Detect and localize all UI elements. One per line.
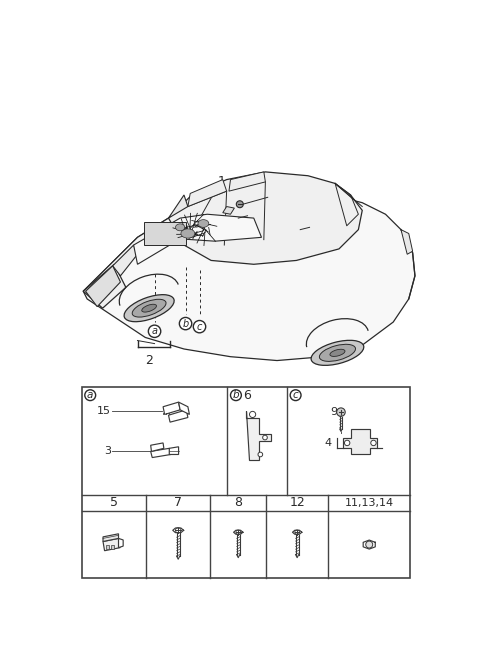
Circle shape — [180, 318, 192, 330]
Text: 15: 15 — [97, 406, 111, 417]
Text: 11,13,14: 11,13,14 — [345, 498, 394, 508]
Ellipse shape — [319, 344, 356, 361]
Text: b: b — [233, 390, 239, 400]
Text: 10: 10 — [271, 190, 287, 202]
Circle shape — [336, 408, 345, 417]
Text: 5: 5 — [110, 497, 118, 510]
Ellipse shape — [198, 220, 209, 228]
Ellipse shape — [142, 304, 156, 312]
Polygon shape — [179, 402, 190, 415]
Text: 2: 2 — [145, 354, 153, 367]
Polygon shape — [83, 264, 126, 308]
Text: c: c — [293, 390, 299, 400]
Text: 1: 1 — [218, 175, 226, 188]
Ellipse shape — [132, 299, 166, 317]
Polygon shape — [85, 266, 120, 306]
Polygon shape — [401, 230, 413, 255]
Polygon shape — [133, 215, 262, 264]
Polygon shape — [83, 207, 188, 291]
Text: 4: 4 — [324, 438, 332, 448]
Circle shape — [236, 530, 240, 535]
Text: 6: 6 — [244, 389, 252, 401]
Ellipse shape — [330, 349, 345, 356]
Ellipse shape — [176, 224, 185, 231]
Bar — [106, 545, 109, 549]
Polygon shape — [168, 195, 188, 218]
Circle shape — [295, 530, 300, 535]
Text: a: a — [87, 390, 94, 400]
Circle shape — [230, 390, 241, 401]
Circle shape — [176, 527, 181, 533]
Ellipse shape — [124, 295, 174, 321]
Text: 7: 7 — [174, 497, 182, 510]
Polygon shape — [168, 172, 362, 264]
Bar — [144, 222, 186, 245]
Polygon shape — [151, 443, 164, 451]
Circle shape — [250, 411, 256, 417]
Polygon shape — [103, 534, 119, 541]
Ellipse shape — [181, 229, 195, 238]
Text: 8: 8 — [234, 497, 242, 510]
Bar — [82, 387, 410, 578]
Polygon shape — [151, 448, 171, 458]
Polygon shape — [119, 539, 123, 548]
Polygon shape — [83, 191, 415, 361]
Bar — [111, 545, 114, 549]
Circle shape — [371, 440, 376, 445]
Circle shape — [366, 541, 372, 548]
Ellipse shape — [311, 340, 364, 365]
Circle shape — [263, 435, 267, 440]
Polygon shape — [343, 429, 377, 454]
Polygon shape — [188, 180, 227, 207]
Polygon shape — [229, 172, 265, 191]
Polygon shape — [169, 447, 179, 455]
Polygon shape — [223, 207, 234, 215]
Text: 3: 3 — [104, 445, 111, 456]
Text: 12: 12 — [289, 497, 305, 510]
Circle shape — [236, 201, 243, 208]
Circle shape — [148, 325, 161, 337]
Circle shape — [290, 390, 301, 401]
Polygon shape — [246, 411, 271, 460]
Text: b: b — [182, 319, 189, 329]
Circle shape — [193, 321, 206, 333]
Polygon shape — [103, 539, 120, 551]
Polygon shape — [113, 245, 137, 276]
Circle shape — [258, 452, 263, 457]
Polygon shape — [168, 410, 188, 422]
Text: 9: 9 — [330, 407, 337, 417]
Text: a: a — [152, 326, 157, 337]
Text: c: c — [197, 321, 202, 332]
Circle shape — [345, 440, 350, 445]
Polygon shape — [163, 402, 180, 415]
Circle shape — [85, 390, 96, 401]
